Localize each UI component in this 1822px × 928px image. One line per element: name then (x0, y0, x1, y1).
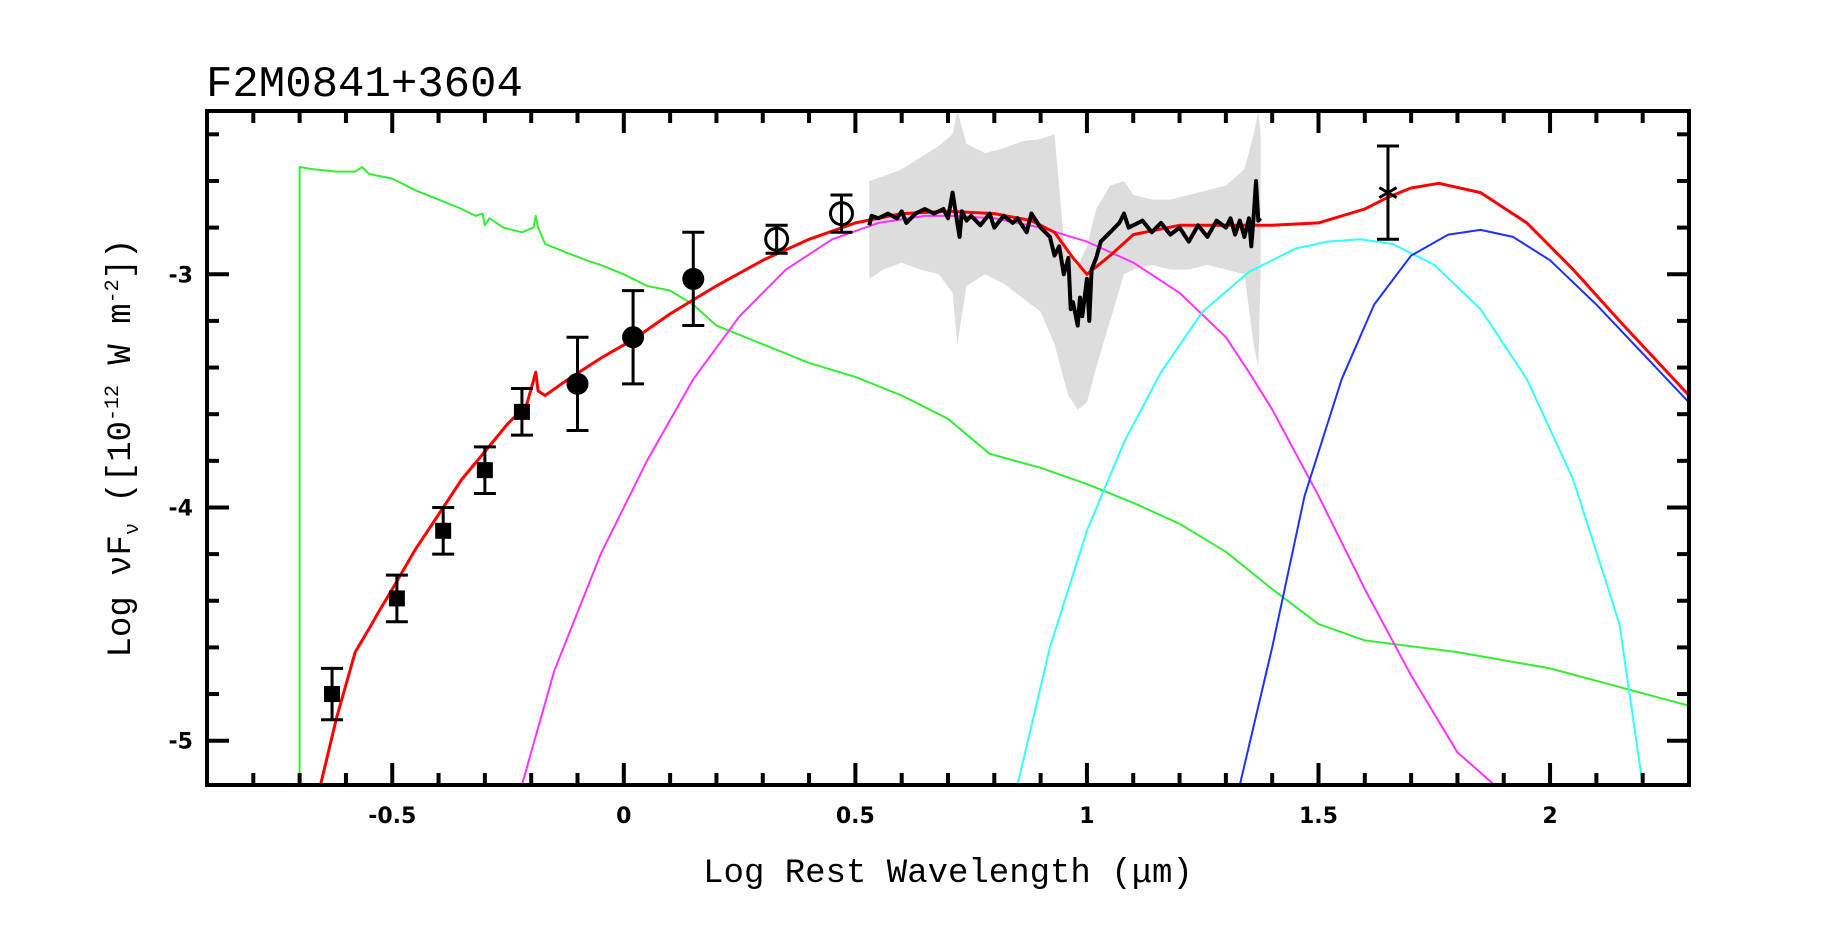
quasar-disk-line (298, 166, 1689, 785)
data-point-filled-circle (682, 230, 705, 328)
y-axis-label-exp1: -12 (102, 385, 125, 421)
filled-circle-marker (622, 326, 645, 349)
y-axis-label-units: ([10 (103, 421, 141, 523)
x-tick-label: 1.5 (1299, 804, 1338, 829)
data-point-star (1376, 144, 1399, 241)
data-point-square (432, 505, 455, 556)
y-tick-label: -4 (169, 496, 193, 521)
y-tick-label: -5 (169, 730, 193, 755)
hot-dust-line (520, 214, 1496, 785)
plot-area (298, 111, 1689, 785)
spectrum-error-band-layer (869, 111, 1261, 410)
filled-circle-marker (682, 267, 705, 290)
model-lines-layer (298, 166, 1689, 785)
data-point-filled-circle (622, 289, 645, 386)
data-point-open-circle (764, 223, 790, 255)
total-model-line (319, 181, 1689, 785)
spectrum-line (867, 179, 1263, 328)
y-axis-label-close: ]) (103, 239, 141, 280)
data-point-open-circle (828, 193, 854, 234)
data-point-square (385, 573, 408, 624)
x-tick-label: 0.5 (836, 804, 875, 829)
axis-tick-labels: -0.5 0 0.5 1 1.5 2 -3 -4 -5 (169, 263, 1558, 829)
data-point-square (321, 666, 344, 722)
square-marker (324, 686, 341, 703)
y-axis-label-units2: W m (103, 303, 141, 385)
data-point-filled-circle (566, 335, 589, 433)
y-axis-label-sub: ν (122, 523, 145, 535)
square-marker (435, 522, 452, 539)
y-axis-label-exp2: -2 (102, 279, 125, 303)
axis-ticks (205, 111, 1691, 785)
filled-circle-marker (566, 372, 589, 395)
photometry-points-layer (321, 144, 1399, 722)
y-tick-label: -3 (169, 263, 193, 288)
square-marker (476, 462, 493, 479)
x-tick-label: 2 (1542, 804, 1557, 829)
y-axis-label-main: Log νF (103, 535, 141, 657)
chart-title: F2M0841+3604 (206, 60, 523, 110)
star-stroke (1378, 186, 1398, 199)
x-tick-label: 0 (616, 804, 631, 829)
x-tick-label: -0.5 (368, 804, 416, 829)
warm-dust-line (1016, 238, 1644, 785)
square-marker (513, 403, 530, 420)
spectrum-error-band (869, 111, 1261, 410)
x-tick-label: 1 (1079, 804, 1094, 829)
cold-dust-line (1238, 228, 1689, 785)
square-marker (388, 590, 405, 607)
data-point-square (473, 445, 496, 495)
star-marker (1378, 182, 1398, 203)
data-point-square (510, 387, 533, 437)
x-axis-label: Log Rest Wavelength (μm) (703, 855, 1193, 893)
y-axis-label: Log νFν ([10-12 W m-2]) (102, 239, 145, 658)
